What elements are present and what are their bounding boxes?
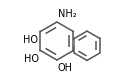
- Text: HO: HO: [24, 54, 39, 64]
- Text: HO: HO: [24, 35, 38, 45]
- Text: NH₂: NH₂: [58, 9, 76, 19]
- Text: OH: OH: [58, 63, 73, 73]
